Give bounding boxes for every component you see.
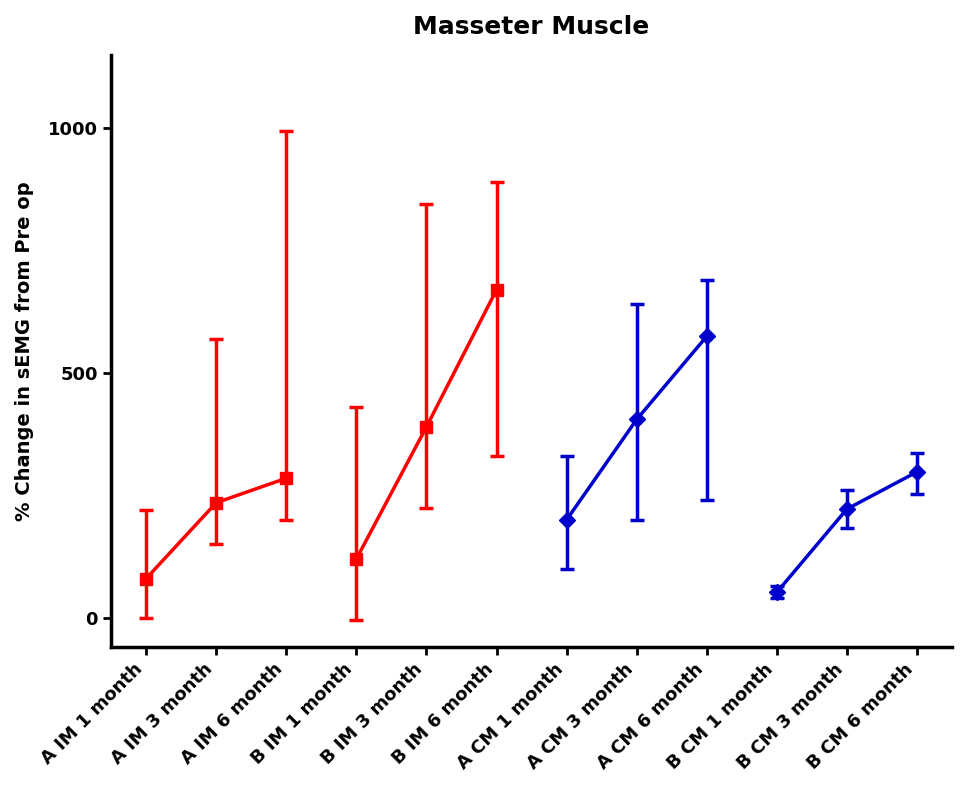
Y-axis label: % Change in sEMG from Pre op: % Change in sEMG from Pre op: [15, 181, 34, 521]
Title: Masseter Muscle: Masseter Muscle: [414, 15, 650, 39]
